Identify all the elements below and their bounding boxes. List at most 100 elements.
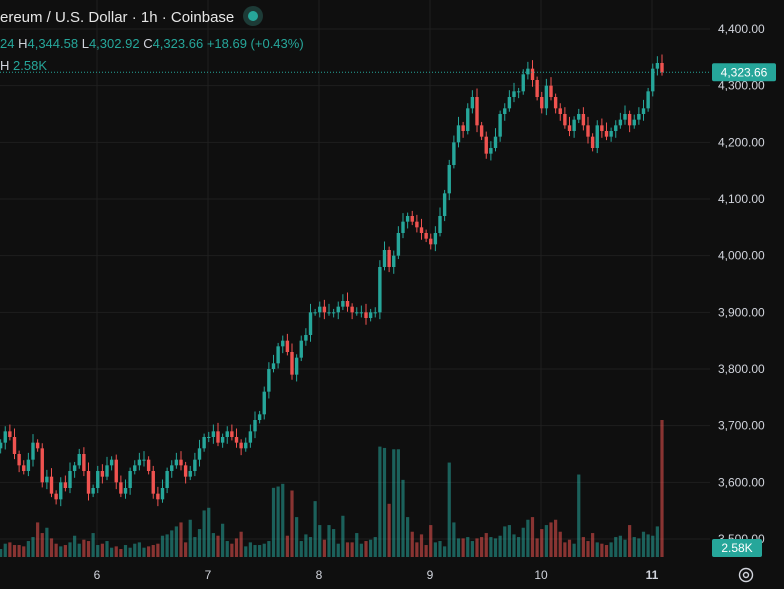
y-tick-label: 4,300.00 <box>718 79 765 93</box>
candle-body <box>623 114 627 120</box>
candle-body <box>618 119 623 126</box>
x-tick-label: 11 <box>646 568 659 582</box>
volume-badge: 2.58K <box>721 541 752 555</box>
candle-body <box>415 221 419 228</box>
volume-bar <box>355 533 359 557</box>
low-value: 4,302.92 <box>88 36 140 51</box>
volume-bar <box>68 542 72 557</box>
volume-bar <box>484 533 488 557</box>
candle-body <box>193 459 197 471</box>
candle-body <box>461 125 465 131</box>
volume-bar <box>503 526 507 557</box>
candle-body <box>558 108 562 114</box>
candle-body <box>507 97 512 109</box>
candle-body <box>156 493 160 500</box>
candle-body <box>183 465 188 477</box>
candle-body <box>96 471 100 488</box>
volume-bar <box>165 534 169 557</box>
volume-bar <box>22 546 26 557</box>
volume-bar <box>628 525 632 557</box>
volume-bar <box>651 535 655 557</box>
candle-body <box>655 63 660 69</box>
volume-bar <box>202 510 206 557</box>
candle-body <box>119 482 123 494</box>
volume-bar <box>350 542 354 557</box>
volume-bar <box>591 533 595 557</box>
candle-body <box>503 108 507 114</box>
volume-bar <box>63 545 67 557</box>
volume-bar <box>447 462 451 557</box>
volume-bar <box>211 533 215 557</box>
volume-bar <box>82 539 86 557</box>
candle-body <box>31 442 35 460</box>
candle-body <box>91 488 95 494</box>
candle-body <box>637 114 641 120</box>
candle-body <box>424 233 428 239</box>
volume-bar <box>396 449 400 557</box>
volume-bar <box>641 531 646 557</box>
volume-bar <box>359 543 363 557</box>
candle-body <box>26 459 31 471</box>
candle-body <box>401 221 405 233</box>
volume-bar <box>100 543 104 557</box>
candle-body <box>142 459 146 461</box>
volume-bar <box>59 546 63 557</box>
candle-body <box>549 85 553 97</box>
candle-body <box>267 369 271 392</box>
volume-bar <box>373 537 377 557</box>
candle-body <box>3 431 7 443</box>
candle-body <box>77 454 81 466</box>
volume-bar <box>369 539 373 557</box>
volume-bar <box>253 545 257 557</box>
volume-bar <box>285 535 289 557</box>
volume-bar <box>341 515 345 557</box>
volume-bar <box>267 541 271 557</box>
candle-body <box>373 312 377 314</box>
volume-bar <box>567 539 572 557</box>
candle-body <box>345 301 350 307</box>
symbol-legend[interactable]: ereum / U.S. Dollar · 1h · Coinbase <box>0 9 259 26</box>
candle-body <box>128 471 132 488</box>
volume-bar <box>327 525 331 557</box>
volume-bar <box>387 503 391 557</box>
volume-bar <box>77 543 81 557</box>
candle-body <box>197 448 202 460</box>
volume-bar <box>147 546 151 557</box>
candle-body <box>563 114 567 126</box>
volume-bar <box>322 539 326 557</box>
volume-bar <box>470 541 474 557</box>
candle-body <box>285 340 290 352</box>
volume-bar <box>262 543 266 557</box>
candle-body <box>179 459 183 466</box>
ohlc-values: 24 H4,344.58 L4,302.92 C4,323.66 +18.69 … <box>0 36 304 51</box>
volume-bar <box>0 549 3 557</box>
volume-bar <box>31 537 35 557</box>
y-tick-label: 4,400.00 <box>718 22 765 36</box>
candle-body <box>281 340 285 347</box>
volume-label: H <box>0 58 10 73</box>
volume-bar <box>184 542 188 557</box>
volume-bar <box>91 533 95 557</box>
candle-body <box>586 125 590 137</box>
volume-bar <box>318 525 322 557</box>
candle-body <box>54 493 58 500</box>
candle-body <box>609 131 613 137</box>
candle-body <box>512 91 516 97</box>
volume-bar <box>313 501 317 557</box>
candle-body <box>72 465 77 471</box>
volume-bar <box>646 534 650 557</box>
volume-bar <box>475 538 479 557</box>
volume-bar <box>461 538 465 557</box>
candle-body <box>114 459 118 483</box>
volume-bar <box>489 537 493 557</box>
gear-icon[interactable] <box>736 565 756 585</box>
volume-bar <box>623 539 627 557</box>
y-tick-label: 4,000.00 <box>718 249 765 263</box>
candle-body <box>364 312 368 318</box>
candle-body <box>359 312 364 314</box>
candle-body <box>590 136 595 148</box>
volume-legend: H 2.58K <box>0 58 47 73</box>
candle-body <box>456 125 461 143</box>
candle-body <box>627 114 632 126</box>
